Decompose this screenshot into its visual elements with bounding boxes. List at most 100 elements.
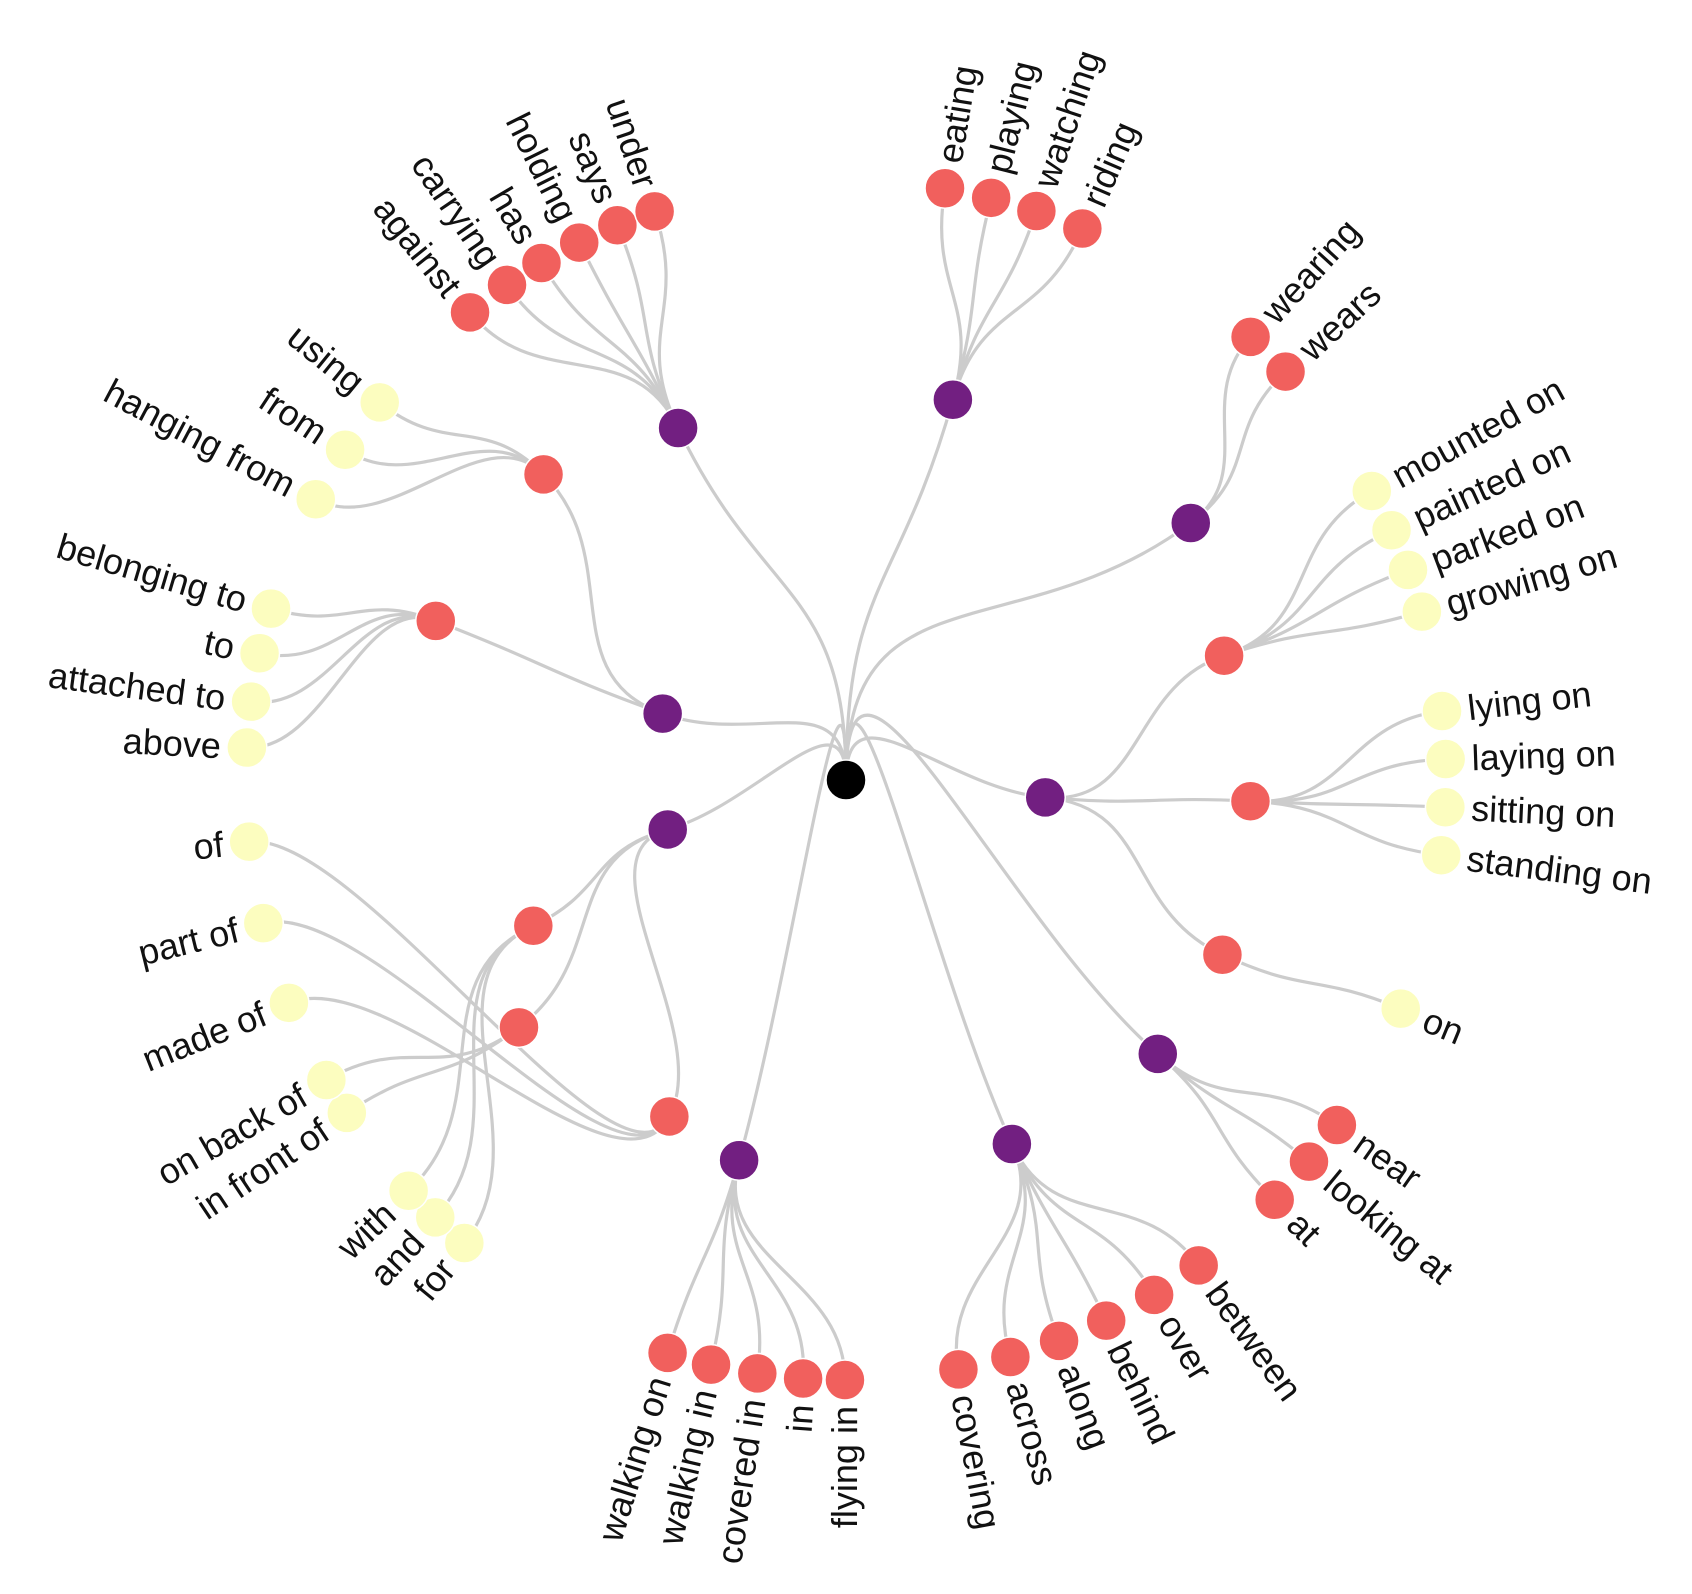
tree-node-level1: [718, 1139, 760, 1182]
tree-link: [940, 187, 963, 401]
tree-link: [1250, 709, 1443, 803]
tree-node-leaf: [924, 167, 966, 209]
tree-link: [1250, 757, 1446, 804]
tree-node-leaf: [520, 242, 563, 284]
tree-node-leaf: [1387, 549, 1429, 591]
tree-link: [732, 1159, 805, 1379]
tree-node-leaf: [1351, 470, 1393, 512]
tree-link: [844, 521, 1192, 781]
tree-node-leaf: [1061, 207, 1104, 250]
tree-link: [844, 713, 1159, 1056]
tree-node-leaf: [268, 982, 310, 1024]
leaf-label: attached to: [46, 654, 228, 718]
leaf-label: laying on: [1471, 732, 1616, 778]
tree-node-level1: [657, 407, 699, 449]
leaf-label: along: [1049, 1358, 1119, 1455]
tree-node-leaf: [690, 1343, 732, 1386]
tree-link: [435, 619, 664, 716]
tree-node-leaf: [387, 1169, 430, 1212]
tree-node-level1: [1137, 1033, 1179, 1075]
leaf-label: to: [201, 621, 239, 667]
leaf-label: flying in: [824, 1406, 865, 1528]
tree-link: [378, 401, 545, 476]
tree-node-leaf: [326, 1092, 368, 1134]
tree-link: [954, 1143, 1023, 1370]
tree-link: [259, 612, 437, 658]
leaf-label: in: [779, 1403, 822, 1434]
leaf-label: over: [1150, 1306, 1221, 1387]
tree-node-leaf: [230, 680, 272, 723]
tree-link: [1010, 1143, 1200, 1267]
tree-node-level1: [1170, 502, 1212, 544]
leaf-label: sitting on: [1470, 788, 1616, 835]
tree-node-leaf: [1379, 987, 1422, 1030]
tree-node-leaf: [596, 204, 639, 247]
tree-node-leaf: [305, 1059, 348, 1101]
tree-node-level2: [1229, 780, 1272, 822]
tree-node-leaf: [1253, 1179, 1296, 1221]
tree-node-leaf: [238, 632, 281, 674]
tree-links: [246, 187, 1446, 1381]
leaf-label: from: [252, 378, 335, 452]
tree-node-leaf: [1420, 834, 1463, 876]
tree-node-leaf: [1015, 190, 1058, 232]
tree-node-leaf: [324, 428, 366, 471]
tree-link: [345, 1026, 520, 1115]
tree-node-leaf: [414, 1196, 457, 1239]
tree-node-leaf: [1177, 1244, 1220, 1287]
leaf-label: part of: [134, 909, 244, 973]
tree-node-leaf: [1288, 1140, 1330, 1183]
tree-node-leaf: [937, 1348, 980, 1391]
tree-link: [676, 427, 848, 781]
tree-link: [951, 210, 1038, 401]
tree-link: [246, 616, 437, 750]
leaf-label: between: [1198, 1274, 1311, 1408]
tree-link: [1045, 654, 1225, 800]
tree-node-leaf: [1085, 1299, 1127, 1342]
leaf-label: standing on: [1465, 838, 1655, 902]
leaf-label: of: [191, 824, 226, 868]
tree-link: [844, 722, 1014, 1145]
tree-link: [1045, 795, 1224, 957]
tree-node-leaf: [226, 726, 268, 769]
leaf-label: above: [122, 720, 222, 766]
tree-node-level1: [1024, 776, 1066, 819]
tree-link: [314, 455, 545, 509]
tree-node-level2: [1201, 933, 1244, 976]
tree-link: [1156, 1052, 1338, 1127]
tree-node-level2: [415, 600, 457, 642]
tree-node-leaf: [1401, 590, 1443, 633]
tree-link: [1010, 1143, 1156, 1296]
tree-link: [344, 448, 545, 476]
tree-root-node: [825, 759, 867, 801]
leaf-label: covering: [943, 1391, 1009, 1532]
tree-node-leaf: [294, 478, 337, 520]
tree-link: [1221, 953, 1402, 1011]
tree-node-leaf: [646, 1332, 689, 1374]
leaf-label: belonging to: [52, 525, 252, 620]
tree-link: [325, 1026, 520, 1082]
tree-node-leaf: [1421, 690, 1463, 732]
tree-node-level2: [512, 905, 555, 947]
tree-link: [1045, 795, 1251, 803]
tree-node-level1: [991, 1123, 1033, 1165]
tree-node-leaf: [989, 1336, 1032, 1378]
tree-node-leaf: [1264, 350, 1307, 393]
leaf-label: made of: [136, 993, 273, 1080]
tree-link: [1250, 799, 1446, 809]
tree-node-level2: [1203, 634, 1245, 677]
tree-link: [1223, 489, 1373, 658]
tree-link: [667, 743, 848, 831]
leaf-label: lying on: [1465, 673, 1593, 728]
tree-link: [653, 210, 680, 429]
tree-link: [1189, 335, 1252, 525]
tree-link: [951, 227, 1084, 401]
tree-node-level1: [932, 378, 974, 421]
tree-node-leaf: [449, 291, 491, 334]
tree-node-leaf: [782, 1357, 824, 1400]
leaf-label: across: [998, 1376, 1066, 1489]
leaf-label: eating: [929, 62, 986, 166]
tree-link: [1250, 799, 1442, 857]
tree-link: [1156, 1052, 1276, 1201]
